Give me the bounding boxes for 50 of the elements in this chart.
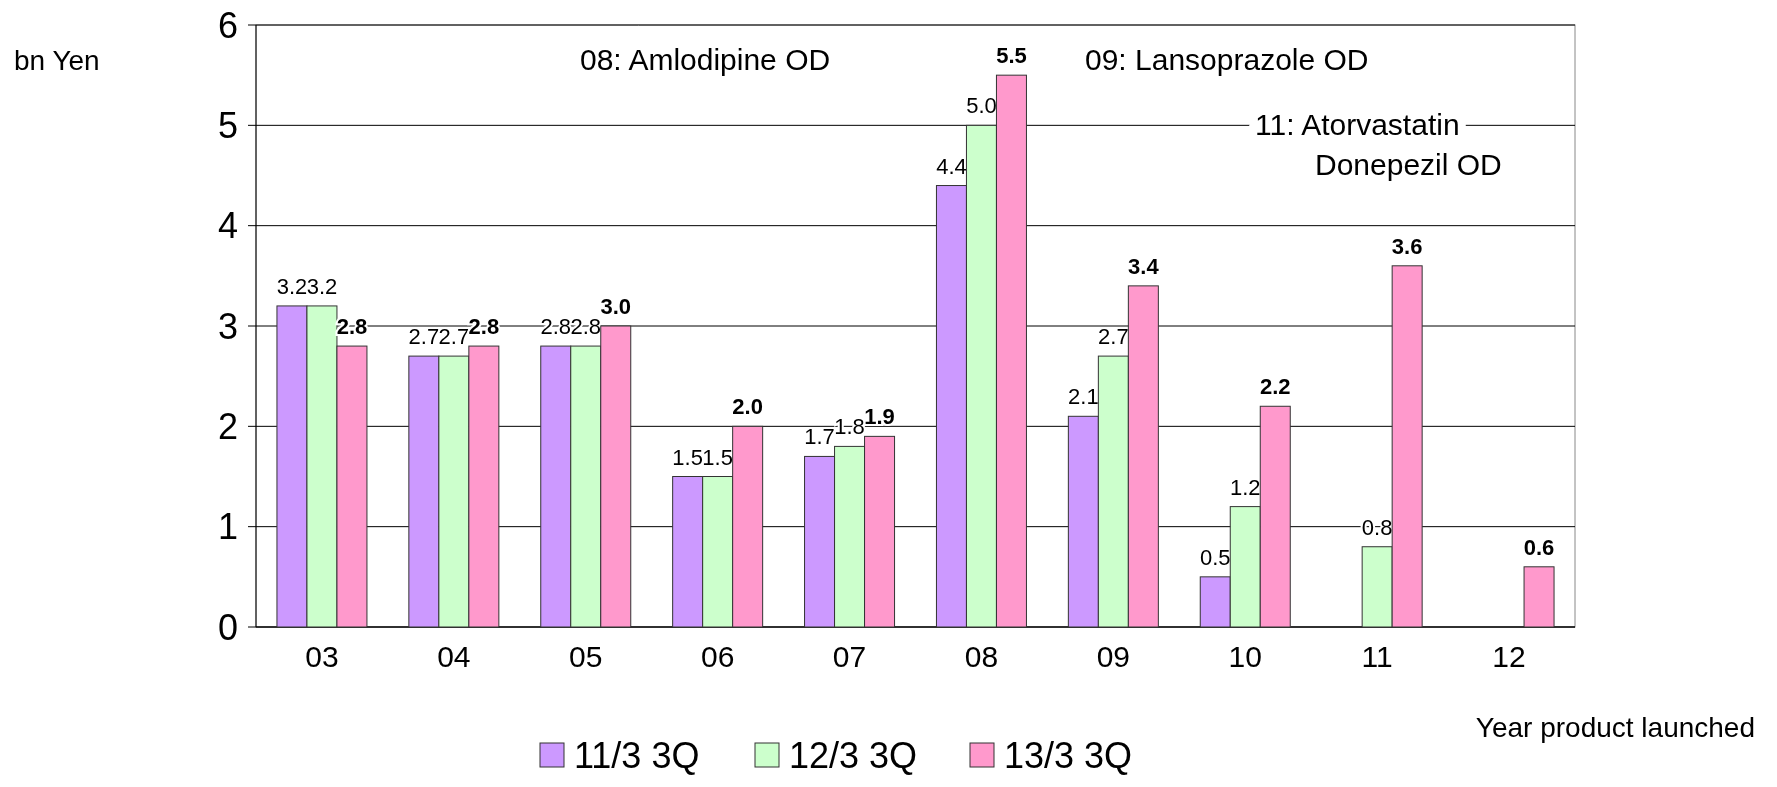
legend-label: 11/3 3Q bbox=[574, 734, 700, 776]
x-tick-label: 09 bbox=[1096, 640, 1131, 673]
data-label: 1.2 bbox=[1229, 474, 1261, 500]
data-label: 1.9 bbox=[864, 404, 895, 430]
data-label: 0.5 bbox=[1199, 544, 1231, 570]
data-label: 3.0 bbox=[600, 294, 632, 319]
data-label: 3.4 bbox=[1128, 253, 1160, 279]
data-label: 2.8 bbox=[336, 314, 368, 340]
x-tick-label: 12 bbox=[1492, 640, 1526, 673]
data-label: 1.5 bbox=[702, 444, 733, 470]
data-label: 2.8 bbox=[570, 314, 602, 340]
data-label: 2.1 bbox=[1068, 384, 1099, 410]
y-tick-label: 2 bbox=[217, 405, 238, 447]
data-label: 2.0 bbox=[732, 394, 763, 420]
annotation: 09: Lansoprazole OD bbox=[1085, 43, 1369, 76]
x-tick-label: 03 bbox=[305, 640, 339, 673]
x-tick-label: 06 bbox=[700, 640, 735, 673]
y-tick-label: 6 bbox=[217, 4, 238, 46]
legend-label: 13/3 3Q bbox=[1004, 734, 1133, 776]
data-label: 1.5 bbox=[672, 444, 703, 470]
x-tick-label: 08 bbox=[964, 640, 999, 673]
legend-label: 12/3 3Q bbox=[789, 734, 918, 776]
data-label: 1.7 bbox=[804, 424, 835, 450]
data-label: 5.5 bbox=[996, 43, 1027, 69]
x-axis-title: Year product launched bbox=[1475, 712, 1755, 743]
y-tick-label: 0 bbox=[217, 606, 238, 648]
data-label: 3.2 bbox=[306, 273, 338, 299]
data-label: 0.6 bbox=[1523, 534, 1555, 560]
x-tick-label: 10 bbox=[1228, 640, 1262, 673]
y-tick-label: 5 bbox=[217, 104, 238, 146]
data-label: 4.4 bbox=[936, 153, 967, 179]
x-tick-label: 11 bbox=[1361, 640, 1393, 673]
y-tick-label: 4 bbox=[217, 205, 238, 247]
bar bbox=[1523, 566, 1555, 628]
data-label: 2.7 bbox=[438, 324, 470, 350]
x-tick-label: 07 bbox=[832, 640, 867, 673]
x-tick-label: 04 bbox=[437, 640, 471, 673]
x-tick-label: 05 bbox=[569, 640, 603, 673]
data-label: 2.7 bbox=[408, 324, 440, 350]
annotation: 08: Amlodipine OD bbox=[580, 43, 831, 76]
y-tick-label: 3 bbox=[217, 305, 238, 347]
data-label: 2.7 bbox=[1098, 324, 1129, 350]
data-label: 2.2 bbox=[1259, 374, 1291, 400]
data-label: 3.6 bbox=[1391, 233, 1423, 259]
y-tick-label: 1 bbox=[217, 506, 238, 548]
data-label: 2.8 bbox=[468, 314, 500, 340]
data-label: 3.2 bbox=[276, 273, 308, 299]
y-axis-title: bn Yen bbox=[14, 45, 100, 76]
data-label: 5.0 bbox=[966, 93, 997, 119]
data-label: 2.8 bbox=[540, 314, 572, 340]
